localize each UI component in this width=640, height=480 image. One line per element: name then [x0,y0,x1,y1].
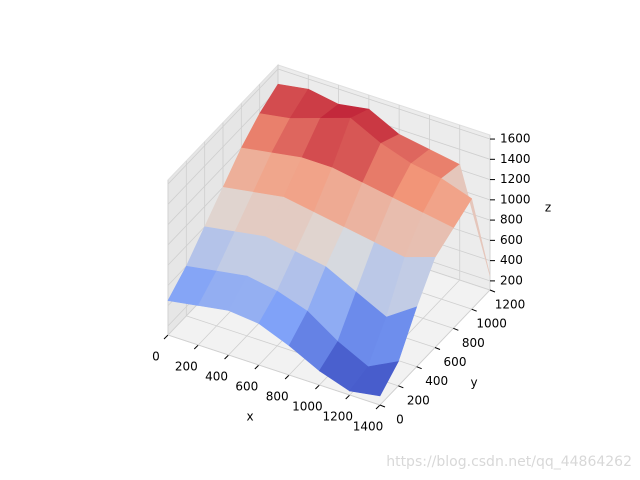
surface-face [349,361,399,397]
z-tick-label: 1400 [500,152,531,166]
x-tick-label: 1200 [322,410,353,424]
y-tick [379,404,386,408]
grid-line [167,68,279,185]
z-tick-label: 400 [500,253,523,267]
grid-line [167,334,381,406]
z-tick-label: 1200 [500,172,531,186]
x-tick [193,344,199,350]
y-tick [416,366,422,370]
x-tick [284,374,290,380]
y-tick-label: 1000 [476,317,507,331]
y-tick [453,327,459,331]
y-tick [471,308,477,312]
y-axis-label: y [470,376,477,390]
z-tick-label: 200 [500,273,523,287]
grid-line [167,89,279,205]
x-tick [163,334,169,340]
watermark: https://blog.csdn.net/qq_44864262 [386,454,632,470]
z-tick-label: 800 [500,213,523,227]
y-tick-label: 0 [396,413,404,427]
x-tick-label: 1000 [292,400,323,414]
y-tick-label: 200 [407,393,430,407]
x-tick [224,354,229,360]
x-tick-label: 600 [235,380,258,394]
y-tick-label: 800 [462,336,485,350]
z-tick-label: 600 [500,233,523,247]
grid-line [277,68,491,140]
surface [167,83,491,397]
y-tick [434,347,441,350]
x-tick [254,364,260,370]
x-tick [345,394,351,400]
y-tick [398,385,404,389]
y-tick-label: 400 [425,374,448,388]
x-tick [375,404,381,410]
y-tick-label: 600 [444,355,467,369]
y-tick-label: 1200 [495,298,526,312]
z-tick-label: 1600 [500,132,531,146]
x-tick-label: 200 [175,360,198,374]
x-tick-label: 400 [205,370,228,384]
z-axis-label: z [545,201,551,215]
x-tick-label: 800 [266,390,289,404]
x-axis-label: x [246,410,253,424]
x-tick-label: 0 [152,350,160,364]
x-tick-label: 1400 [353,420,384,434]
y-tick [489,289,496,293]
x-tick [315,384,320,390]
z-tick-label: 1000 [500,192,531,206]
